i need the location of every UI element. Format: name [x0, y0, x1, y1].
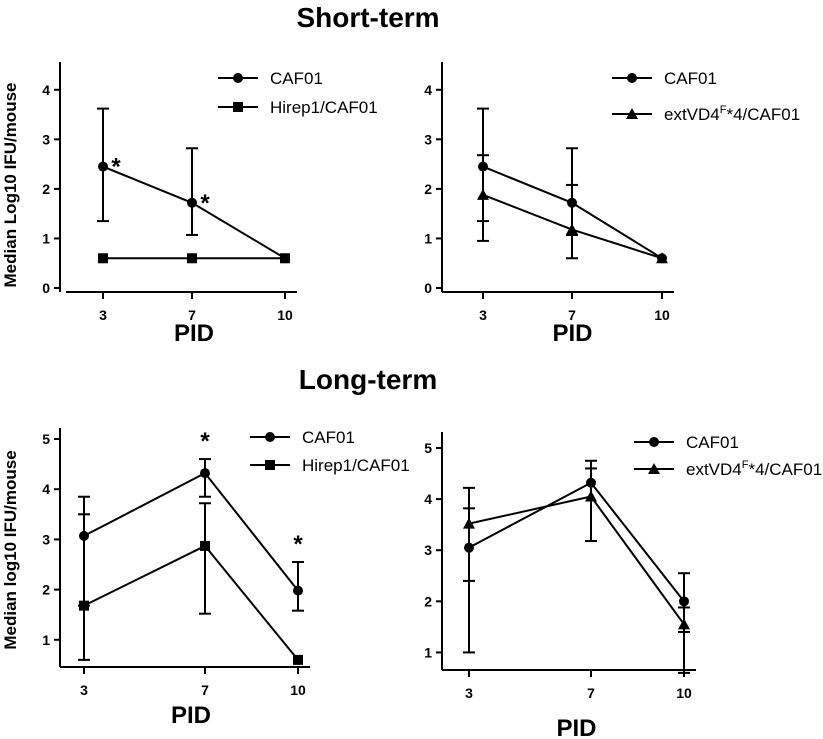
legend-label: Hirep1/CAF01: [302, 456, 410, 475]
legend-label: extVD4F*4/CAF01: [664, 104, 800, 124]
x-tick-label: 7: [201, 682, 209, 698]
data-point: [585, 490, 597, 502]
y-tick-label: 2: [42, 181, 50, 197]
y-tick-label: 4: [424, 82, 432, 98]
legend-label: CAF01: [270, 69, 323, 88]
legend-square-marker: [265, 460, 275, 470]
significance-star: *: [200, 190, 210, 217]
legend-square-marker: [233, 102, 243, 112]
legend-circle-marker: [627, 73, 637, 83]
x-tick-label: 10: [676, 685, 692, 701]
legend-triangle-marker: [648, 463, 660, 474]
data-point: [79, 600, 89, 611]
legend-label-superscript: F: [742, 459, 749, 471]
series-triangle: [463, 467, 690, 674]
x-tick-label: 7: [568, 307, 576, 323]
chart-panel-1: 0 1 2 3 4 3 7 10 PID Median Log10 IFU/mouse CAF01 H…: [1, 62, 378, 347]
y-tick-label: 2: [424, 593, 432, 609]
chart-panel-2: 0 1 2 3 4 3 7 10 PID CAF01 extVD4F*4/CAF01: [424, 62, 800, 347]
x-tick-label: 7: [587, 685, 595, 701]
legend-label: CAF01: [664, 69, 717, 88]
data-point: [566, 223, 578, 235]
y-tick-label: 5: [42, 431, 50, 447]
y-tick-label: 2: [424, 181, 432, 197]
x-tick-label: 3: [465, 685, 473, 701]
data-point: [477, 188, 489, 200]
series-triangle: [477, 154, 668, 264]
series-square: [78, 502, 303, 665]
significance-star: *: [293, 531, 303, 558]
legend-label: CAF01: [686, 433, 739, 452]
x-tick-label: 7: [188, 307, 196, 323]
x-axis-label: PID: [552, 320, 592, 347]
data-point: [293, 654, 303, 665]
y-tick-label: 4: [42, 82, 50, 98]
y-tick-label: 0: [42, 280, 50, 296]
x-tick-label: 10: [654, 307, 670, 323]
y-tick-label: 2: [42, 582, 50, 598]
x-axis-label: PID: [556, 715, 596, 739]
chart-panel-4: 1 2 3 4 5 3 7 10 PID CAF01 extVD4F*4/CAF01: [424, 432, 822, 739]
x-tick-label: 3: [479, 307, 487, 323]
data-point: [679, 596, 689, 607]
legend-label-rest: *4/CAF01: [748, 460, 822, 479]
chart-panel-3: 1 2 3 4 5 3 7 10 PID Median log10 IFU/mouse CAF01 H…: [1, 428, 410, 729]
series-line: [83, 471, 299, 592]
data-point: [678, 618, 690, 630]
y-tick-label: 1: [424, 644, 432, 660]
y-tick-label: 1: [424, 230, 432, 246]
data-point: [463, 517, 475, 529]
legend-label: CAF01: [302, 428, 355, 447]
legend-label-superscript: F: [720, 104, 727, 116]
data-point: [98, 161, 108, 172]
y-tick-label: 4: [424, 491, 432, 507]
y-axis-label: Median Log10 IFU/mouse: [1, 83, 20, 288]
y-tick-label: 4: [42, 481, 50, 497]
series-circle: [463, 459, 690, 654]
short-term-title: Short-term: [296, 2, 439, 33]
x-tick-label: 10: [290, 682, 306, 698]
series-circle: [78, 458, 304, 612]
y-tick-label: 3: [42, 531, 50, 547]
x-tick-label: 3: [80, 682, 88, 698]
data-point: [200, 468, 210, 479]
y-tick-label: 3: [424, 131, 432, 147]
data-point: [187, 197, 197, 208]
data-point: [280, 253, 290, 264]
series-line: [102, 165, 286, 260]
series-square: [98, 253, 290, 264]
legend-circle-marker: [233, 73, 243, 83]
y-tick-label: 3: [42, 131, 50, 147]
significance-star: *: [200, 428, 210, 455]
data-point: [187, 253, 197, 264]
long-term-title: Long-term: [299, 364, 437, 395]
x-tick-label: 3: [99, 307, 107, 323]
data-point: [656, 252, 668, 264]
series-circle: [97, 107, 290, 264]
data-point: [200, 540, 210, 551]
data-point: [98, 253, 108, 264]
legend-circle-marker: [649, 437, 659, 447]
data-point: [293, 585, 303, 596]
y-tick-label: 0: [424, 280, 432, 296]
legend-circle-marker: [265, 432, 275, 442]
legend-triangle-marker: [626, 108, 638, 119]
y-tick-label: 3: [424, 542, 432, 558]
y-tick-label: 1: [42, 230, 50, 246]
x-axis-label: PID: [174, 320, 214, 347]
series-line: [83, 544, 299, 661]
x-axis-label: PID: [171, 702, 211, 729]
x-tick-label: 10: [277, 307, 293, 323]
y-tick-label: 1: [42, 632, 50, 648]
y-axis-label: Median log10 IFU/mouse: [1, 450, 20, 649]
y-tick-label: 5: [424, 440, 432, 456]
legend-label-main: extVD4: [686, 460, 742, 479]
significance-star: *: [111, 154, 121, 181]
legend-label: Hirep1/CAF01: [270, 98, 378, 117]
legend-label-rest: *4/CAF01: [726, 105, 800, 124]
legend-label: extVD4F*4/CAF01: [686, 459, 822, 479]
legend-label-main: extVD4: [664, 105, 720, 124]
